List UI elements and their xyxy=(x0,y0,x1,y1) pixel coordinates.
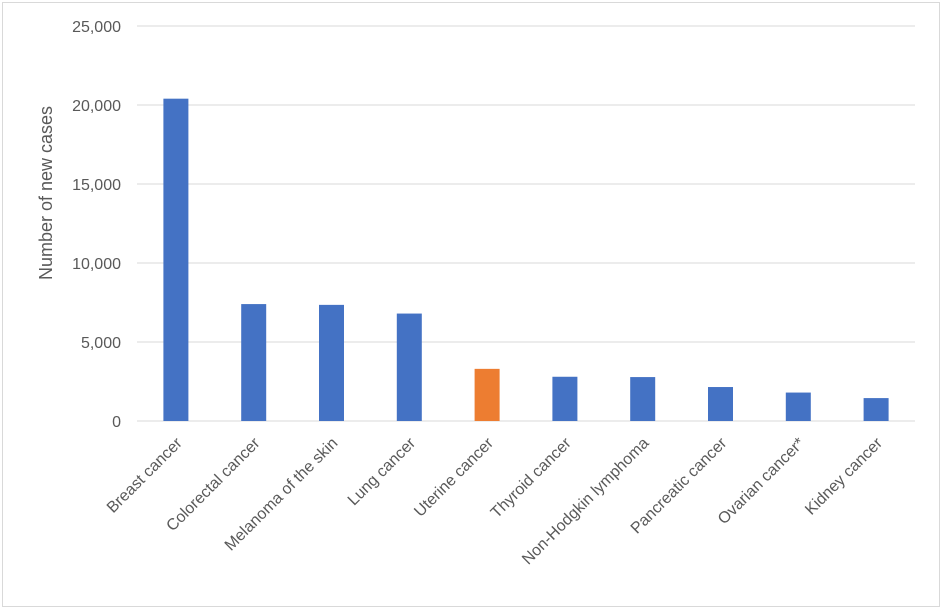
bar xyxy=(552,376,578,421)
bar xyxy=(241,304,267,421)
gridlines xyxy=(137,25,915,422)
bar xyxy=(785,392,811,421)
category-label: Thyroid cancer xyxy=(488,434,575,521)
bar xyxy=(163,98,189,422)
y-axis-title: Number of new cases xyxy=(36,106,56,280)
category-label: Ovarian cancer* xyxy=(715,435,808,528)
category-label: Lung cancer xyxy=(345,434,420,509)
bar xyxy=(396,313,422,421)
bar xyxy=(708,387,733,421)
category-label: Non-Hodgkin lymphoma xyxy=(519,435,652,568)
bar xyxy=(863,398,889,421)
y-tick-label: 25,000 xyxy=(72,19,121,36)
category-label: Breast cancer xyxy=(104,434,186,516)
y-tick-label: 15,000 xyxy=(72,177,121,194)
bar xyxy=(474,368,500,421)
bars xyxy=(163,98,889,422)
y-tick-label: 5,000 xyxy=(81,335,121,352)
bar xyxy=(630,377,656,421)
y-tick-label: 10,000 xyxy=(72,256,121,273)
y-tick-label: 0 xyxy=(112,414,121,431)
y-tick-label: 20,000 xyxy=(72,98,121,115)
category-label: Uterine cancer xyxy=(411,434,497,520)
bar xyxy=(319,304,344,421)
category-label: Kidney cancer xyxy=(802,434,886,518)
y-tick-labels: 0 5,000 10,000 15,000 20,000 25,000 xyxy=(72,19,121,431)
